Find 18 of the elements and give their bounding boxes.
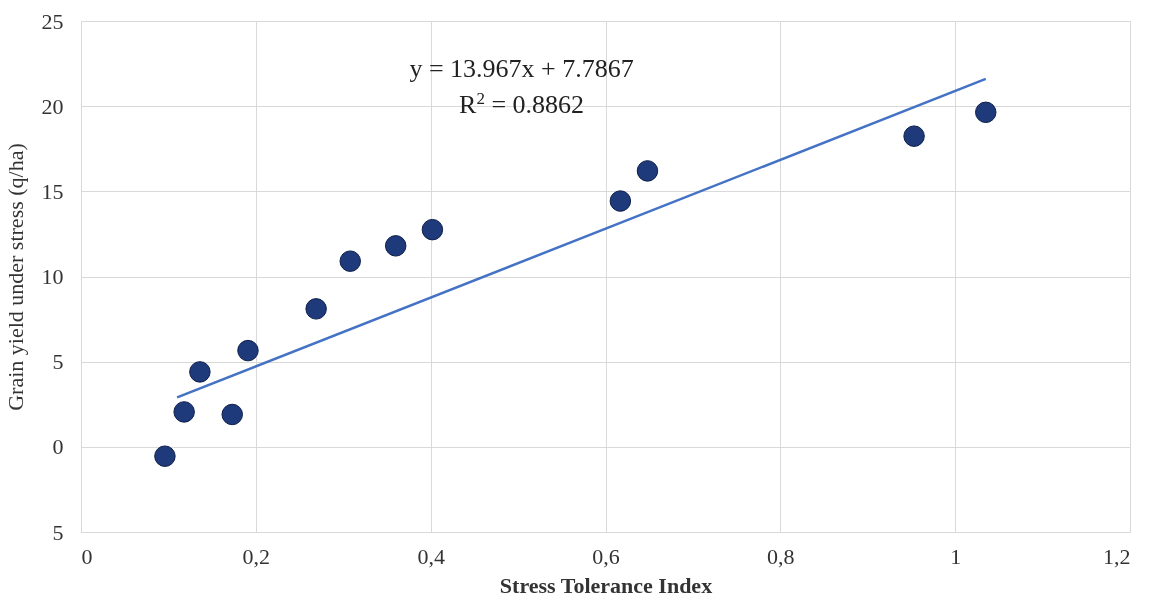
x-tick-label: 1,2 bbox=[1103, 543, 1131, 569]
x-tick-label: 0 bbox=[81, 543, 93, 569]
x-tick-label: 0,6 bbox=[592, 543, 620, 569]
x-tick-label: 1 bbox=[950, 543, 962, 569]
x-tick-label: 0,8 bbox=[767, 543, 795, 569]
y-tick-label: 15 bbox=[41, 178, 64, 204]
y-tick-label: 10 bbox=[41, 264, 64, 289]
y-tick-label: 5 bbox=[52, 519, 64, 545]
annotation: R$^{2}$ = 0.8862 bbox=[459, 88, 585, 119]
x-axis-title: Stress Tolerance Index bbox=[499, 572, 713, 598]
y-tick-label: 20 bbox=[41, 93, 64, 119]
y-axis-title: Grain yield under stress (q/ha) bbox=[2, 143, 28, 411]
annotation: y = 13.967x + 7.7867 bbox=[409, 54, 634, 83]
y-tick-label: 0 bbox=[52, 434, 64, 460]
x-tick-label: 0,2 bbox=[242, 543, 271, 569]
x-tick-label: 0,4 bbox=[417, 543, 445, 569]
y-tick-label: 25 bbox=[41, 8, 64, 34]
y-tick-label: 5 bbox=[52, 349, 64, 375]
